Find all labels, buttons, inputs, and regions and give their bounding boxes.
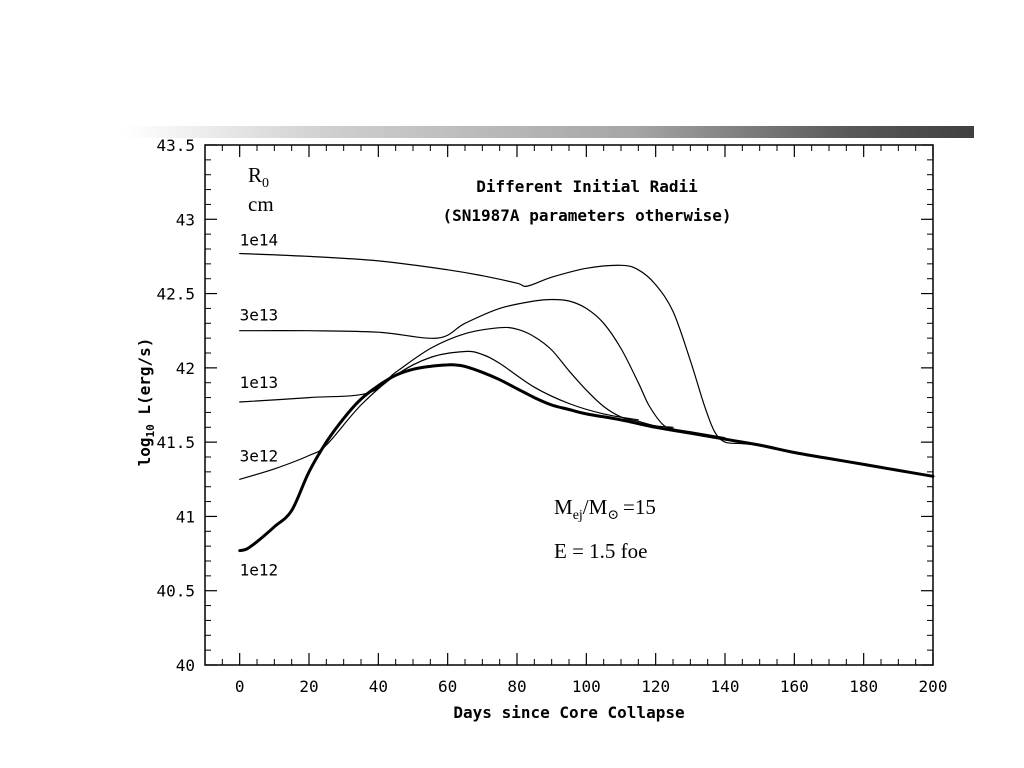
x-tick-label: 40 <box>369 677 388 696</box>
y-tick-label: 40 <box>176 656 195 675</box>
x-tick-label: 0 <box>235 677 245 696</box>
scan-artifact-band <box>124 126 974 138</box>
series-label-1e13: 1e13 <box>240 373 279 392</box>
y-tick-label: 42 <box>176 359 195 378</box>
y-tick-label: 42.5 <box>156 285 195 304</box>
y-tick-label: 43.5 <box>156 136 195 155</box>
y-tick-label: 41 <box>176 507 195 526</box>
annotation-mass-m: M <box>554 495 573 519</box>
y-axis-label-rest: L(erg/s) <box>135 338 154 425</box>
y-axis-label-log: log <box>135 438 154 467</box>
annotation-mass-sub: ej <box>573 508 583 523</box>
legend-header-r-sub: 0 <box>262 176 269 191</box>
y-axis-label: log10 L(erg/s) <box>135 338 157 467</box>
series-line-1e12 <box>238 363 935 553</box>
annotation-mass-sym: ⊙ <box>607 508 619 523</box>
series-label-3e13: 3e13 <box>240 306 279 325</box>
series-line-1e13 <box>239 326 674 428</box>
x-tick-label: 120 <box>641 677 670 696</box>
annotation-mass-tail: =15 <box>623 495 656 519</box>
series-group <box>238 252 935 553</box>
legend-header-unit: cm <box>248 192 274 216</box>
legend-header-radius: R0 <box>248 163 269 191</box>
series-labels: 1e14 3e13 1e13 3e12 1e12 <box>240 230 279 579</box>
x-tick-label: 60 <box>438 677 457 696</box>
annotation-energy: E = 1.5 foe <box>554 539 648 563</box>
series-label-3e12: 3e12 <box>240 446 279 465</box>
annotation-ejecta-mass: Mej/M⊙ =15 <box>554 495 656 523</box>
y-tick-label: 40.5 <box>156 582 195 601</box>
x-tick-labels: 0 20 40 60 80 100 120 140 160 180 200 <box>235 677 948 696</box>
series-label-1e14: 1e14 <box>240 230 279 249</box>
series-line-3e13 <box>239 298 726 439</box>
y-axis-label-sub: 10 <box>144 424 157 437</box>
chart-subtitle: (SN1987A parameters otherwise) <box>443 206 732 225</box>
legend-header-r: R <box>248 163 262 187</box>
axis-ticks <box>204 144 934 666</box>
x-tick-label: 180 <box>849 677 878 696</box>
y-tick-labels: 40 40.5 41 41.5 42 42.5 43 43.5 <box>156 136 195 675</box>
x-tick-label: 200 <box>919 677 948 696</box>
x-tick-label: 80 <box>507 677 526 696</box>
series-label-1e12: 1e12 <box>240 561 279 580</box>
series-line-3e12 <box>239 350 639 480</box>
annotation-mass-rest: /M <box>583 495 608 519</box>
y-tick-label: 41.5 <box>156 433 195 452</box>
y-tick-label: 43 <box>176 210 195 229</box>
x-axis-label: Days since Core Collapse <box>453 703 684 722</box>
series-line-1e14 <box>239 252 761 446</box>
x-tick-label: 20 <box>299 677 318 696</box>
x-tick-label: 100 <box>572 677 601 696</box>
x-tick-label: 160 <box>780 677 809 696</box>
x-tick-label: 140 <box>711 677 740 696</box>
chart-title: Different Initial Radii <box>476 177 698 196</box>
